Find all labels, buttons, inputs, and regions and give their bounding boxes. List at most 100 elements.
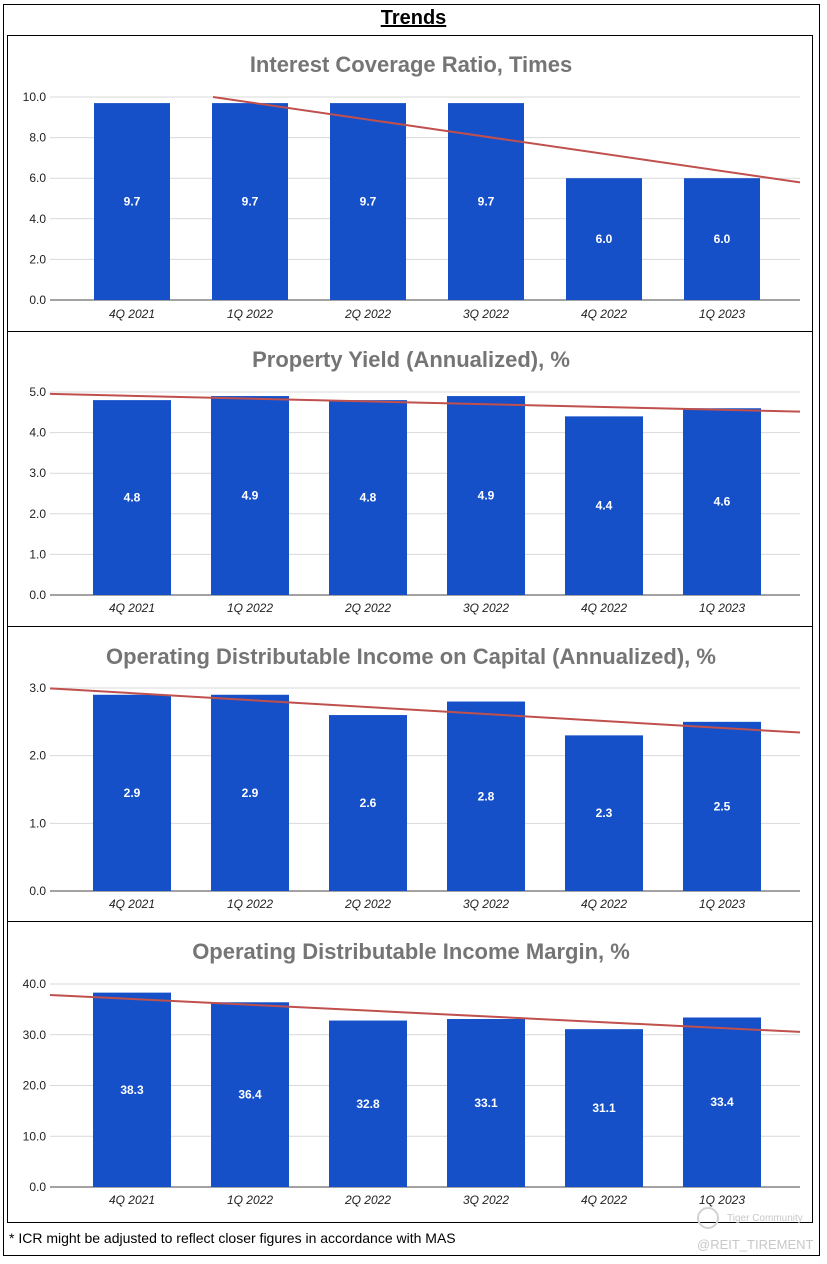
y-tick-label: 6.0 [29, 171, 46, 185]
y-tick-label: 2.0 [29, 749, 46, 763]
chart-property-yield: Property Yield (Annualized), % 0.0 1.0 2.0 3… [29, 347, 801, 615]
x-category-label: 1Q 2022 [227, 307, 273, 321]
y-tick-label: 8.0 [29, 131, 46, 145]
chart-di-margin: Operating Distributable Income Margin, %… [23, 939, 801, 1207]
chart-title: Interest Coverage Ratio, Times [250, 52, 572, 77]
chart-panel-interest-coverage: Interest Coverage Ratio, Times 0.0 2.0 4.0 6… [7, 35, 813, 332]
x-category-label: 1Q 2022 [227, 601, 273, 615]
x-category-label: 1Q 2023 [699, 307, 745, 321]
x-category-label: 3Q 2022 [463, 601, 509, 615]
y-tick-label: 4.0 [29, 426, 46, 440]
data-label: 36.4 [238, 1088, 262, 1102]
data-label: 9.7 [242, 195, 259, 209]
tiger-community-logo-icon [697, 1207, 719, 1229]
data-label: 4.9 [478, 489, 495, 503]
trendline [49, 392, 801, 413]
y-tick-label: 1.0 [29, 547, 46, 561]
chart-title: Property Yield (Annualized), % [252, 347, 570, 372]
y-tick-label: 1.0 [29, 816, 46, 830]
x-category-label: 4Q 2022 [581, 601, 627, 615]
y-tick-label: 20.0 [23, 1079, 47, 1093]
chart-panel-di-on-capital: Operating Distributable Income on Capita… [7, 626, 813, 922]
chart-title: Operating Distributable Income on Capita… [106, 644, 716, 669]
x-category-label: 1Q 2023 [699, 1193, 745, 1207]
bar [683, 1017, 761, 1187]
data-label: 38.3 [120, 1083, 144, 1097]
x-category-label: 2Q 2022 [344, 307, 391, 321]
x-category-label: 4Q 2022 [581, 897, 627, 911]
bar [93, 400, 171, 595]
watermark-handle: @REIT_TIREMENT [697, 1237, 814, 1252]
x-category-label: 1Q 2023 [699, 601, 745, 615]
x-category-label: 3Q 2022 [463, 1193, 509, 1207]
chart-interest-coverage: Interest Coverage Ratio, Times 0.0 2.0 4.0 6… [23, 52, 801, 321]
bar [683, 408, 761, 595]
x-category-label: 4Q 2022 [581, 1193, 627, 1207]
x-category-label: 4Q 2021 [109, 601, 155, 615]
x-category-label: 4Q 2021 [109, 1193, 155, 1207]
data-label: 2.3 [596, 806, 613, 820]
y-tick-label: 2.0 [29, 252, 46, 266]
trendline [49, 993, 801, 1033]
data-label: 4.8 [124, 491, 141, 505]
chart-panel-di-margin: Operating Distributable Income Margin, %… [7, 921, 813, 1223]
data-label: 4.8 [360, 491, 377, 505]
page-title: Trends [380, 7, 447, 29]
bar [684, 178, 760, 300]
y-tick-label: 5.0 [29, 385, 46, 399]
x-category-label: 1Q 2022 [227, 897, 273, 911]
bar [94, 103, 170, 300]
y-tick-label: 0.0 [29, 588, 46, 602]
y-tick-label: 3.0 [29, 681, 46, 695]
data-label: 9.7 [124, 195, 141, 209]
x-category-label: 2Q 2022 [344, 897, 391, 911]
y-tick-label: 10.0 [23, 90, 47, 104]
bar [565, 1029, 643, 1187]
bar [447, 1019, 525, 1187]
y-tick-label: 10.0 [23, 1129, 47, 1143]
y-tick-label: 0.0 [29, 293, 46, 307]
data-label: 9.7 [478, 195, 495, 209]
bar [212, 103, 288, 300]
data-label: 4.9 [242, 489, 259, 503]
bar [683, 721, 761, 891]
bar [447, 396, 525, 595]
chart-di-on-capital: Operating Distributable Income on Capita… [29, 644, 801, 911]
trendline [212, 96, 801, 184]
data-label: 32.8 [356, 1097, 380, 1111]
bar [211, 694, 289, 891]
y-tick-label: 0.0 [29, 884, 46, 898]
data-label: 6.0 [596, 232, 613, 246]
data-label: 2.5 [714, 799, 731, 813]
data-label: 4.6 [714, 495, 731, 509]
bar [565, 416, 643, 595]
trendline [49, 687, 801, 734]
bar [93, 694, 171, 891]
x-category-label: 4Q 2021 [109, 307, 155, 321]
bar [211, 1002, 289, 1187]
y-tick-label: 3.0 [29, 466, 46, 480]
data-label: 2.6 [360, 796, 377, 810]
data-label: 31.1 [592, 1101, 616, 1115]
y-tick-label: 2.0 [29, 507, 46, 521]
data-label: 6.0 [714, 232, 731, 246]
bar [566, 178, 642, 300]
bar [329, 715, 407, 891]
watermark-community: Tiger Community [727, 1213, 803, 1224]
y-tick-label: 0.0 [29, 1180, 46, 1194]
bar [211, 396, 289, 595]
x-category-label: 1Q 2023 [699, 897, 745, 911]
bar [565, 735, 643, 891]
data-label: 2.9 [124, 786, 141, 800]
page-frame [3, 4, 820, 1256]
chart-panel-property-yield: Property Yield (Annualized), % 0.0 1.0 2.0 3… [7, 331, 813, 627]
footnote: * ICR might be adjusted to reflect close… [9, 1230, 456, 1246]
bar [329, 400, 407, 595]
x-category-label: 3Q 2022 [463, 307, 509, 321]
data-label: 4.4 [596, 499, 613, 513]
x-category-label: 2Q 2022 [344, 601, 391, 615]
data-label: 33.1 [474, 1096, 498, 1110]
y-tick-label: 30.0 [23, 1028, 47, 1042]
bar [93, 992, 171, 1187]
x-category-label: 1Q 2022 [227, 1193, 273, 1207]
